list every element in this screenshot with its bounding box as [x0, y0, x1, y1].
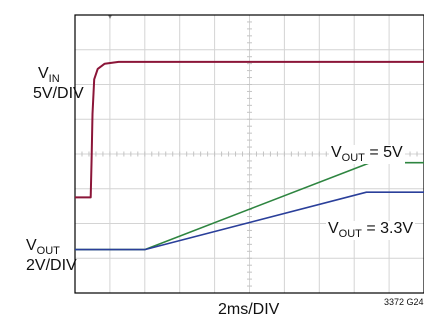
vout-5v-annotation: VOUT = 5V	[329, 144, 405, 164]
x-axis-label: 2ms/DIV	[218, 301, 280, 318]
trigger-marker	[108, 15, 112, 19]
vout-channel-label: VOUT	[26, 237, 60, 257]
vin-scale-label: 5V/DIV	[33, 85, 84, 102]
vout-3v3-annotation: VOUT = 3.3V	[326, 220, 416, 240]
vin-channel-label: VIN	[38, 65, 60, 85]
figure-id: 3372 G24	[384, 297, 424, 307]
trace-2	[75, 191, 424, 251]
trace-0	[75, 60, 424, 199]
plot-frame	[74, 14, 424, 294]
vout-scale-label: 2V/DIV	[26, 257, 77, 274]
